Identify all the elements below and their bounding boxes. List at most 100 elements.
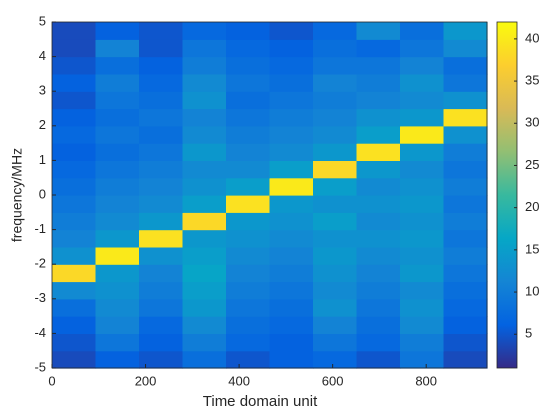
heatmap-cell bbox=[52, 264, 97, 283]
heatmap-cell bbox=[139, 177, 184, 196]
heatmap-cell bbox=[139, 39, 184, 58]
x-tick-label: 0 bbox=[48, 373, 55, 388]
heatmap-cell bbox=[356, 281, 401, 300]
heatmap-cell bbox=[356, 246, 401, 265]
heatmap-cell bbox=[443, 316, 488, 334]
heatmap-cell bbox=[182, 108, 227, 127]
heatmap-cell bbox=[52, 212, 97, 231]
y-tick-label: 5 bbox=[39, 13, 46, 28]
heatmap-cell bbox=[443, 246, 488, 265]
heatmap-cell bbox=[400, 73, 445, 92]
heatmap-cell bbox=[95, 91, 140, 110]
heatmap-cell bbox=[400, 350, 445, 369]
heatmap-cell bbox=[52, 108, 97, 127]
heatmap-cell bbox=[95, 281, 140, 300]
heatmap-cell bbox=[95, 73, 140, 92]
heatmap-cell bbox=[182, 73, 227, 92]
heatmap-cell bbox=[52, 73, 97, 92]
heatmap-cell bbox=[269, 246, 314, 265]
heatmap-cell bbox=[182, 195, 227, 213]
heatmap-cell bbox=[52, 333, 97, 352]
heatmap-cell bbox=[313, 212, 358, 231]
heatmap-cell bbox=[182, 350, 227, 369]
colorbar-tick-label: 35 bbox=[525, 73, 539, 88]
heatmap-cell bbox=[139, 143, 184, 161]
heatmap-cell bbox=[226, 333, 271, 352]
heatmap-cell bbox=[182, 246, 227, 265]
heatmap-cell bbox=[95, 177, 140, 196]
heatmap-cell bbox=[443, 39, 488, 58]
heatmap-cell bbox=[269, 298, 314, 317]
heatmap-cell bbox=[400, 56, 445, 75]
heatmap-cell bbox=[313, 298, 358, 317]
heatmap-cell bbox=[226, 195, 271, 213]
heatmap-cell bbox=[400, 264, 445, 283]
heatmap-cell bbox=[400, 195, 445, 213]
heatmap-cell bbox=[52, 281, 97, 300]
heatmap-cell bbox=[52, 316, 97, 334]
heatmap-cell bbox=[52, 143, 97, 161]
heatmap-cell bbox=[95, 264, 140, 283]
y-tick-label: 3 bbox=[39, 83, 46, 98]
heatmap-cell bbox=[269, 125, 314, 144]
heatmap-cell bbox=[95, 350, 140, 369]
heatmap-cell bbox=[356, 195, 401, 213]
heatmap-cell bbox=[182, 143, 227, 161]
heatmap-cell bbox=[226, 246, 271, 265]
heatmap-cell bbox=[400, 39, 445, 58]
heatmap-cell bbox=[400, 177, 445, 196]
heatmap-cell bbox=[356, 350, 401, 369]
y-tick-label: -2 bbox=[34, 256, 46, 271]
y-tick-label: 0 bbox=[39, 186, 46, 201]
heatmap-cell bbox=[182, 281, 227, 300]
heatmap-cell bbox=[400, 246, 445, 265]
heatmap-cell bbox=[269, 281, 314, 300]
heatmap-cell bbox=[139, 22, 184, 40]
heatmap-cell bbox=[139, 212, 184, 231]
heatmap-cell bbox=[356, 22, 401, 40]
heatmap-cell bbox=[182, 212, 227, 231]
x-tick-label: 400 bbox=[228, 373, 250, 388]
heatmap-cell bbox=[139, 229, 184, 248]
heatmap-cell bbox=[400, 22, 445, 40]
heatmap-cell bbox=[226, 160, 271, 179]
heatmap-cell bbox=[95, 195, 140, 213]
heatmap-cell bbox=[356, 39, 401, 58]
heatmap-cell bbox=[226, 91, 271, 110]
heatmap-cell bbox=[226, 22, 271, 40]
heatmap-cell bbox=[443, 177, 488, 196]
heatmap-cell bbox=[182, 229, 227, 248]
heatmap-cell bbox=[139, 73, 184, 92]
heatmap-cell bbox=[182, 39, 227, 58]
heatmap-cell bbox=[95, 22, 140, 40]
heatmap-cell bbox=[400, 298, 445, 317]
heatmap-cell bbox=[443, 229, 488, 248]
colorbar-tick-label: 15 bbox=[525, 241, 539, 256]
heatmap-cell bbox=[226, 264, 271, 283]
heatmap-cell bbox=[139, 125, 184, 144]
heatmap-cell bbox=[269, 212, 314, 231]
heatmap-cell bbox=[443, 281, 488, 300]
heatmap-cell bbox=[95, 316, 140, 334]
colorbar-tick-label: 20 bbox=[525, 199, 539, 214]
heatmap-cell bbox=[95, 39, 140, 58]
heatmap-cell bbox=[313, 56, 358, 75]
heatmap-cell bbox=[52, 298, 97, 317]
heatmap-cell bbox=[226, 281, 271, 300]
heatmap-cell bbox=[139, 246, 184, 265]
heatmap-cell bbox=[226, 229, 271, 248]
heatmap-cell bbox=[313, 195, 358, 213]
heatmap-cell bbox=[400, 125, 445, 144]
y-tick-label: 2 bbox=[39, 117, 46, 132]
heatmap-cell bbox=[226, 56, 271, 75]
colorbar-tick-label: 10 bbox=[525, 283, 539, 298]
heatmap-cell bbox=[52, 177, 97, 196]
heatmap-cell bbox=[95, 125, 140, 144]
y-tick-label: -4 bbox=[34, 325, 46, 340]
heatmap-cell bbox=[95, 160, 140, 179]
heatmap-cell bbox=[139, 350, 184, 369]
colorbar-tick-label: 25 bbox=[525, 157, 539, 172]
heatmap-cell bbox=[400, 143, 445, 161]
heatmap-cell bbox=[356, 212, 401, 231]
